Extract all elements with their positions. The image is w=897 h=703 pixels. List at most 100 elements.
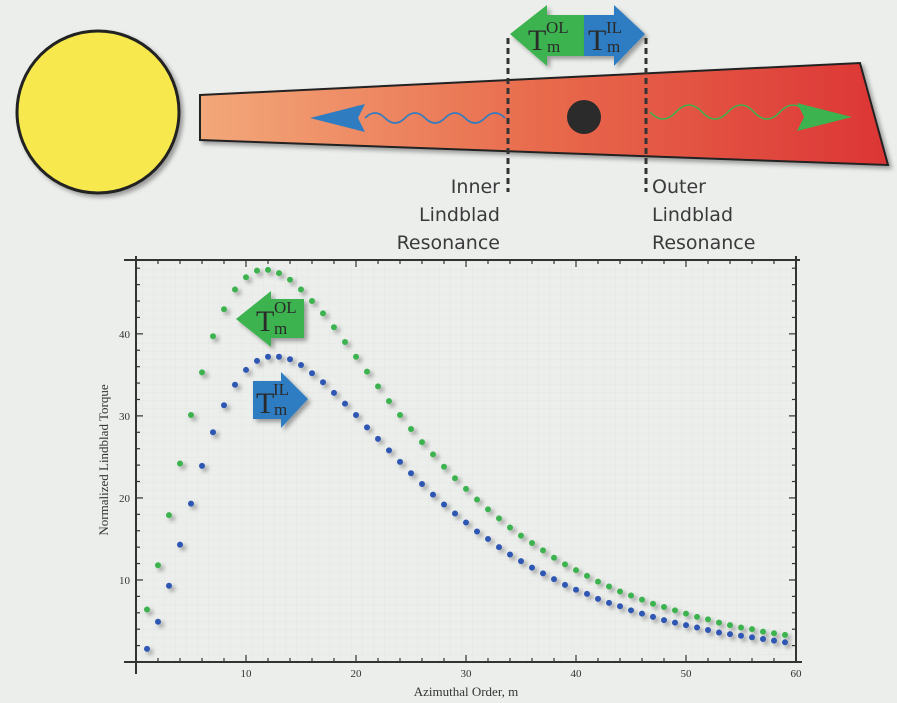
data-point bbox=[551, 554, 557, 561]
data-point bbox=[507, 551, 513, 558]
data-point bbox=[760, 628, 766, 635]
torque-symbol: T bbox=[256, 305, 274, 338]
data-point bbox=[166, 582, 172, 589]
data-point bbox=[529, 564, 535, 571]
data-point bbox=[771, 637, 777, 644]
data-point bbox=[507, 524, 513, 531]
data-point bbox=[188, 500, 194, 507]
data-point bbox=[254, 267, 260, 274]
outer-torque-series bbox=[144, 266, 788, 638]
y-tick-label: 10 bbox=[119, 575, 131, 587]
data-point bbox=[353, 412, 359, 419]
data-point bbox=[474, 528, 480, 535]
data-point bbox=[243, 366, 249, 373]
data-point bbox=[650, 600, 656, 607]
data-point bbox=[771, 630, 777, 637]
data-point bbox=[749, 626, 755, 633]
label-line: Lindblad bbox=[652, 204, 733, 226]
data-point bbox=[606, 599, 612, 606]
data-point bbox=[221, 306, 227, 313]
data-point bbox=[639, 610, 645, 617]
data-point bbox=[584, 572, 590, 579]
label-line: Lindblad bbox=[419, 204, 500, 226]
data-point bbox=[738, 624, 744, 631]
data-point bbox=[595, 595, 601, 602]
data-point bbox=[364, 424, 370, 431]
inner-torque-legend-arrow: T IL m bbox=[253, 372, 308, 428]
data-point bbox=[639, 596, 645, 603]
data-point bbox=[727, 631, 733, 638]
data-point bbox=[683, 622, 689, 629]
torque-symbol: T bbox=[528, 24, 546, 57]
data-point bbox=[342, 339, 348, 346]
data-point bbox=[628, 607, 634, 614]
data-point bbox=[727, 622, 733, 629]
data-point bbox=[276, 270, 282, 277]
x-tick-label: 10 bbox=[241, 668, 253, 680]
data-point bbox=[441, 463, 447, 470]
data-point bbox=[485, 506, 491, 513]
data-point bbox=[331, 324, 337, 331]
data-point bbox=[265, 266, 271, 273]
inner-resonance-label: Inner Lindblad Resonance bbox=[397, 176, 501, 254]
data-point bbox=[177, 460, 183, 467]
data-point bbox=[232, 286, 238, 293]
data-point bbox=[309, 298, 315, 305]
data-point bbox=[562, 561, 568, 568]
data-point bbox=[375, 383, 381, 390]
data-point bbox=[144, 606, 150, 613]
data-point bbox=[430, 451, 436, 458]
data-point bbox=[232, 381, 238, 388]
data-point bbox=[463, 519, 469, 526]
data-point bbox=[496, 515, 502, 522]
x-tick-label: 60 bbox=[791, 668, 803, 680]
data-point bbox=[386, 447, 392, 454]
outer-wave bbox=[649, 103, 852, 131]
x-tick-label: 40 bbox=[571, 668, 583, 680]
label-line: Resonance bbox=[652, 232, 755, 254]
x-tick-label: 50 bbox=[681, 668, 693, 680]
y-tick-label: 30 bbox=[119, 411, 131, 423]
outer-superscript: OL bbox=[274, 298, 297, 317]
data-point bbox=[210, 429, 216, 436]
protoplanetary-disk bbox=[199, 61, 890, 167]
data-point bbox=[694, 613, 700, 620]
data-point bbox=[276, 353, 282, 360]
outer-superscript: OL bbox=[546, 18, 569, 37]
data-point bbox=[408, 470, 414, 477]
data-point bbox=[287, 276, 293, 283]
data-point bbox=[606, 583, 612, 590]
data-point bbox=[199, 369, 205, 376]
data-point bbox=[309, 370, 315, 377]
data-point bbox=[430, 491, 436, 498]
data-point bbox=[375, 435, 381, 442]
inner-superscript: IL bbox=[606, 18, 622, 37]
data-point bbox=[716, 629, 722, 636]
data-point bbox=[485, 535, 491, 542]
torque-symbol: T bbox=[588, 24, 606, 57]
torque-subscript: m bbox=[274, 319, 287, 338]
data-point bbox=[738, 632, 744, 639]
data-point bbox=[287, 356, 293, 363]
data-point bbox=[584, 590, 590, 597]
y-tick-label: 20 bbox=[119, 493, 131, 505]
plot-area bbox=[136, 260, 796, 662]
y-tick-label: 40 bbox=[119, 329, 131, 341]
data-point bbox=[221, 402, 227, 409]
data-point bbox=[331, 389, 337, 396]
y-axis-label: Normalized Lindblad Torque bbox=[96, 384, 111, 535]
data-point bbox=[386, 398, 392, 405]
data-point bbox=[320, 310, 326, 317]
data-point bbox=[749, 634, 755, 641]
data-point bbox=[496, 544, 502, 551]
outer-wave-arrow-icon bbox=[797, 103, 852, 131]
data-point bbox=[452, 475, 458, 482]
data-point bbox=[705, 627, 711, 634]
data-point bbox=[650, 613, 656, 620]
data-point bbox=[320, 379, 326, 386]
torque-subscript: m bbox=[547, 37, 560, 56]
torque-symbol: T bbox=[256, 387, 274, 420]
data-point bbox=[573, 567, 579, 574]
data-point bbox=[441, 501, 447, 508]
